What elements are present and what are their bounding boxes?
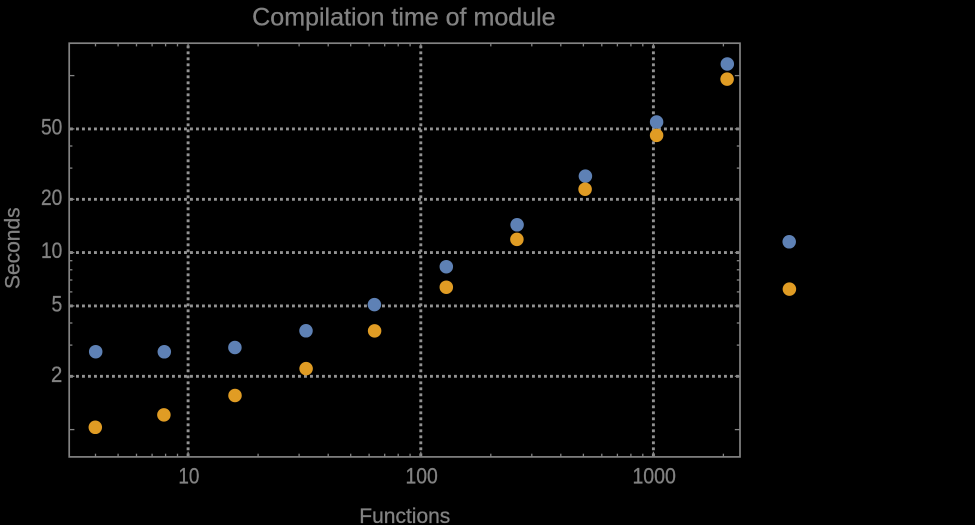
svg-text:100: 100 (405, 464, 437, 489)
svg-text:Seconds: Seconds (2, 207, 25, 289)
svg-text:Functions: Functions (359, 505, 450, 525)
svg-text:10: 10 (41, 238, 62, 263)
svg-text:20: 20 (41, 185, 62, 210)
svg-text:Compilation time of module: Compilation time of module (252, 4, 555, 32)
svg-text:2: 2 (51, 362, 62, 387)
svg-text:10: 10 (178, 464, 199, 489)
svg-text:50: 50 (41, 115, 62, 140)
svg-text:5: 5 (52, 292, 63, 317)
svg-text:1000: 1000 (632, 464, 676, 489)
